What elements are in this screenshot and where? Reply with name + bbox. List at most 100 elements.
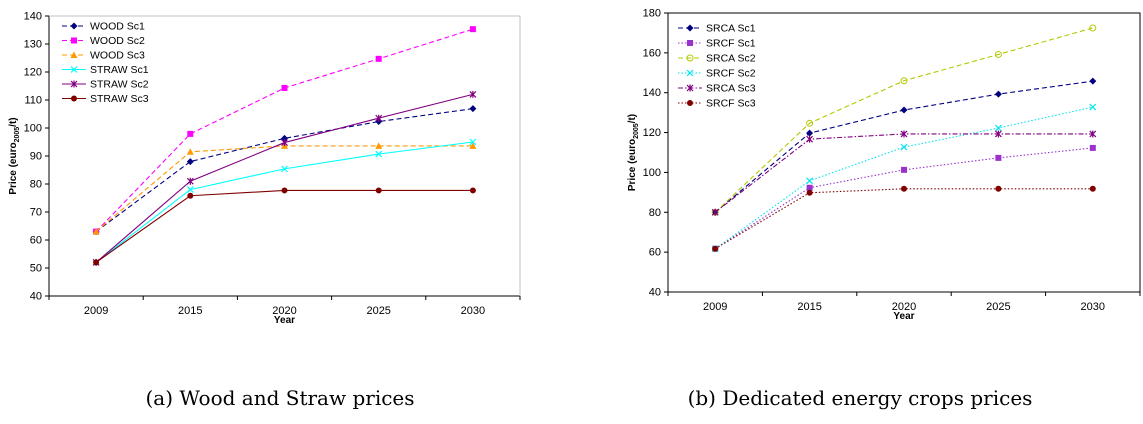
series-straw-sc3 xyxy=(93,187,476,266)
legend-label: STRAW Sc2 xyxy=(90,79,149,91)
data-point xyxy=(1089,185,1096,192)
legend-marker xyxy=(686,24,694,32)
legend: SRCA Sc1 SRCF Sc1 SRCA Sc2 SRCF Sc2 SRCA Sc3… xyxy=(678,23,756,110)
series-line xyxy=(95,141,473,263)
y-tick-label: 60 xyxy=(649,247,661,259)
y-tick-label: 80 xyxy=(649,207,661,219)
series-srca-sc3 xyxy=(711,130,1097,216)
y-tick-label: 130 xyxy=(24,39,42,51)
data-point xyxy=(806,135,814,143)
series-line xyxy=(714,147,1093,250)
data-point xyxy=(900,143,908,151)
data-point xyxy=(281,84,288,91)
legend-label: SRCF Sc2 xyxy=(706,68,756,80)
series-line xyxy=(714,133,1093,213)
x-tick-label: 2030 xyxy=(1081,301,1105,313)
plot-frame xyxy=(667,12,1141,293)
data-point xyxy=(469,105,477,113)
data-point xyxy=(375,142,383,149)
legend-item: STRAW Sc3 xyxy=(62,93,149,105)
data-point xyxy=(375,187,382,194)
data-point xyxy=(995,185,1002,192)
legend-marker xyxy=(70,66,78,73)
data-point xyxy=(900,130,908,138)
x-tick-label: 2020 xyxy=(272,305,296,317)
data-point xyxy=(806,129,814,137)
y-tick-label: 120 xyxy=(643,127,661,139)
data-point xyxy=(281,165,288,173)
legend-label: WOOD Sc3 xyxy=(90,50,145,62)
caption-b: (b) Dedicated energy crops prices xyxy=(687,386,1033,410)
y-axis-title-main: Price (euro xyxy=(8,142,19,194)
data-point xyxy=(901,185,907,192)
legend-item: SRCA Sc1 xyxy=(678,23,756,35)
series-wood-sc2 xyxy=(93,26,476,235)
data-point xyxy=(469,138,477,146)
data-point xyxy=(994,50,1002,58)
data-point xyxy=(900,106,908,114)
y-tick-label: 120 xyxy=(24,67,42,79)
legend: WOOD Sc1 WOOD Sc2 WOOD Sc3 STRAW Sc1 STRAW S… xyxy=(62,21,149,105)
data-point xyxy=(186,186,194,194)
x-axis-title: Year xyxy=(893,311,914,322)
y-axis-title-subscript: 2005 xyxy=(633,123,640,139)
series-line xyxy=(714,27,1093,213)
series-line xyxy=(714,106,1093,250)
series-line xyxy=(714,188,1093,250)
y-tick-label: 100 xyxy=(643,167,661,179)
data-point xyxy=(1089,77,1097,85)
legend-label: STRAW Sc3 xyxy=(90,93,149,105)
chart-wood-straw: 40 50 60 70 80 90 100 110 120 130 140 2009 2015 2020 2… xyxy=(8,11,521,326)
y-tick-label: 60 xyxy=(30,235,42,247)
legend-marker xyxy=(686,54,694,62)
data-point xyxy=(281,187,288,194)
y-tick-label: 90 xyxy=(30,151,42,163)
legend-marker xyxy=(70,22,78,30)
data-point xyxy=(994,130,1002,138)
data-point xyxy=(92,228,100,235)
y-axis-title-main: Price (euro xyxy=(627,139,638,191)
legend-marker xyxy=(686,84,694,92)
y-tick-label: 100 xyxy=(24,123,42,135)
legend-item: WOOD Sc1 xyxy=(62,21,145,33)
data-point xyxy=(186,158,194,166)
legend-marker xyxy=(71,95,77,102)
legend-item: SRCF Sc2 xyxy=(678,68,756,80)
y-axis-title: Price (euro2005/t) xyxy=(8,117,21,194)
legend-item: SRCF Sc1 xyxy=(678,38,756,50)
data-point xyxy=(806,119,814,127)
data-point xyxy=(469,187,476,194)
y-tick-label: 180 xyxy=(643,8,661,20)
y-axis-title-tail: /t) xyxy=(627,114,638,123)
legend-marker xyxy=(70,80,78,88)
data-point xyxy=(806,177,814,185)
data-point xyxy=(187,130,194,137)
data-point xyxy=(806,189,813,196)
data-point xyxy=(93,259,100,266)
x-tick-label: 2009 xyxy=(84,305,108,317)
series-line xyxy=(95,93,474,263)
legend-label: SRCA Sc1 xyxy=(706,23,756,35)
data-point xyxy=(1089,130,1097,138)
plot-area: 40 60 80 100 120 140 160 180 2009 2015 2020 2025 203… xyxy=(627,8,1141,322)
legend-label: SRCA Sc3 xyxy=(706,83,756,95)
series-straw-sc1 xyxy=(92,138,477,266)
x-tick-label: 2015 xyxy=(178,305,202,317)
y-tick-label: 110 xyxy=(24,95,42,107)
y-tick-label: 70 xyxy=(30,207,42,219)
y-axis-title-subscript: 2005 xyxy=(14,127,21,143)
data-point xyxy=(900,77,908,85)
data-point xyxy=(469,90,477,98)
y-axis-title: Price (euro2005/t) xyxy=(627,114,640,191)
y-tick-label: 140 xyxy=(24,11,42,23)
x-tick-label: 2030 xyxy=(461,305,485,317)
caption-a: (a) Wood and Straw prices xyxy=(145,386,415,410)
legend-item: STRAW Sc2 xyxy=(62,79,149,91)
data-point xyxy=(995,154,1002,161)
legend-item: WOOD Sc3 xyxy=(62,50,145,62)
data-point xyxy=(901,166,907,173)
legend-label: WOOD Sc1 xyxy=(90,21,145,33)
x-tick-label: 2025 xyxy=(986,301,1010,313)
data-point xyxy=(1089,103,1097,111)
legend-item: SRCA Sc2 xyxy=(678,53,756,65)
